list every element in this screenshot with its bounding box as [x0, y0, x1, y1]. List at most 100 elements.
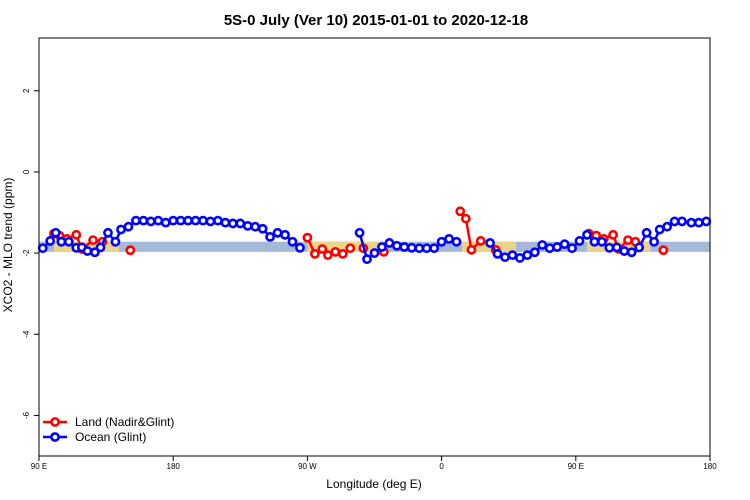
- ocean-point: [669, 216, 680, 227]
- ocean-point: [701, 216, 712, 227]
- land-point: [88, 235, 98, 246]
- ocean-point: [242, 220, 253, 231]
- ocean-point: [295, 242, 305, 253]
- legend: Land (Nadir&Glint)Ocean (Glint): [43, 415, 174, 444]
- ocean-point: [559, 239, 570, 250]
- ocean-point: [641, 227, 652, 238]
- land-point: [455, 206, 466, 217]
- x-tick-label: 180: [703, 462, 717, 471]
- land-point: [309, 248, 320, 259]
- ocean-point: [145, 216, 156, 227]
- ocean-point: [500, 252, 510, 263]
- ocean-point: [485, 238, 495, 248]
- ocean-point: [287, 236, 298, 247]
- legend-land-label: Land (Nadir&Glint): [75, 415, 174, 429]
- ocean-point: [205, 216, 216, 227]
- ocean-point: [95, 242, 106, 253]
- ocean-point: [693, 217, 704, 228]
- x-tick-label: 90 E: [31, 462, 47, 471]
- ocean-point: [451, 236, 462, 247]
- ocean-point: [544, 243, 555, 254]
- ocean-point: [406, 242, 417, 253]
- ocean-point: [421, 243, 432, 254]
- ocean-point: [37, 243, 48, 254]
- ocean-point: [589, 236, 600, 247]
- ocean-point: [110, 236, 121, 247]
- ocean-point: [654, 224, 665, 235]
- ocean-point: [138, 215, 149, 226]
- y-tick-label: 2: [22, 88, 31, 93]
- ocean-point: [552, 242, 563, 252]
- ocean-point: [514, 253, 525, 263]
- ocean-point: [429, 243, 440, 254]
- land-point: [623, 235, 633, 246]
- x-axis-label: Longitude (deg E): [326, 477, 421, 491]
- ocean-point: [377, 242, 387, 252]
- ocean-point: [626, 247, 637, 258]
- ocean-point: [611, 242, 622, 253]
- ocean-point: [391, 240, 402, 251]
- ocean-point: [235, 218, 246, 229]
- ocean-point: [634, 242, 645, 253]
- ocean-point: [399, 242, 410, 252]
- ocean-point: [50, 227, 61, 238]
- land-point: [608, 229, 618, 240]
- y-tick-label: -2: [22, 249, 31, 257]
- ocean-point: [492, 248, 503, 259]
- x-tick-label: 180: [167, 462, 181, 471]
- land-point: [317, 244, 328, 254]
- ocean-point: [168, 215, 179, 226]
- ocean-point: [354, 227, 365, 238]
- ocean-point: [63, 236, 74, 247]
- ocean-point: [250, 221, 261, 232]
- y-tick-label: 0: [22, 169, 31, 174]
- land-point: [323, 250, 333, 261]
- ocean-point: [686, 217, 697, 228]
- ocean-point: [537, 240, 548, 250]
- ocean-point: [198, 215, 208, 226]
- ocean-point: [82, 246, 93, 256]
- ocean-point: [183, 215, 194, 226]
- y-tick-label: -4: [22, 330, 31, 338]
- ocean-point: [604, 242, 615, 253]
- ocean-point: [436, 236, 447, 247]
- ocean-point: [220, 217, 231, 228]
- ocean-point: [227, 218, 238, 229]
- land-point: [345, 243, 356, 254]
- ocean-point: [153, 215, 164, 226]
- ocean-point: [272, 227, 283, 238]
- ocean-point: [280, 229, 290, 240]
- ocean-point: [369, 248, 380, 258]
- ocean-point: [123, 221, 134, 232]
- land-point: [466, 244, 477, 255]
- chart-title: 5S-0 July (Ver 10) 2015-01-01 to 2020-12…: [224, 12, 528, 29]
- y-axis-label: XCO2 - MLO trend (ppm): [1, 178, 15, 313]
- land-point: [71, 229, 82, 240]
- axes-layer: 90 E 180 90 W 0 90 E 180 2 0 -2 -4 -6: [22, 37, 717, 471]
- ocean-point: [384, 238, 395, 248]
- ocean-point: [582, 229, 592, 240]
- plot-frame: [38, 37, 711, 457]
- series-layer: [37, 206, 712, 265]
- land-point: [658, 245, 669, 256]
- land-point: [330, 246, 341, 257]
- ocean-point: [596, 236, 607, 247]
- land-shading-1: [307, 241, 382, 252]
- ocean-point: [677, 216, 687, 227]
- ocean-point: [103, 227, 113, 238]
- ocean-point: [619, 246, 630, 256]
- land-point: [475, 236, 486, 246]
- ocean-point: [257, 223, 268, 234]
- ocean-point: [175, 215, 186, 226]
- ocean-point: [567, 243, 577, 254]
- ocean-point: [649, 236, 659, 247]
- ocean-point: [116, 224, 126, 235]
- x-tick-label: 90 E: [568, 462, 584, 471]
- land-line-segment: [464, 218, 473, 251]
- legend-land-marker: [50, 417, 60, 427]
- land-point: [337, 248, 348, 259]
- land-point: [302, 232, 313, 243]
- ocean-point: [190, 215, 201, 226]
